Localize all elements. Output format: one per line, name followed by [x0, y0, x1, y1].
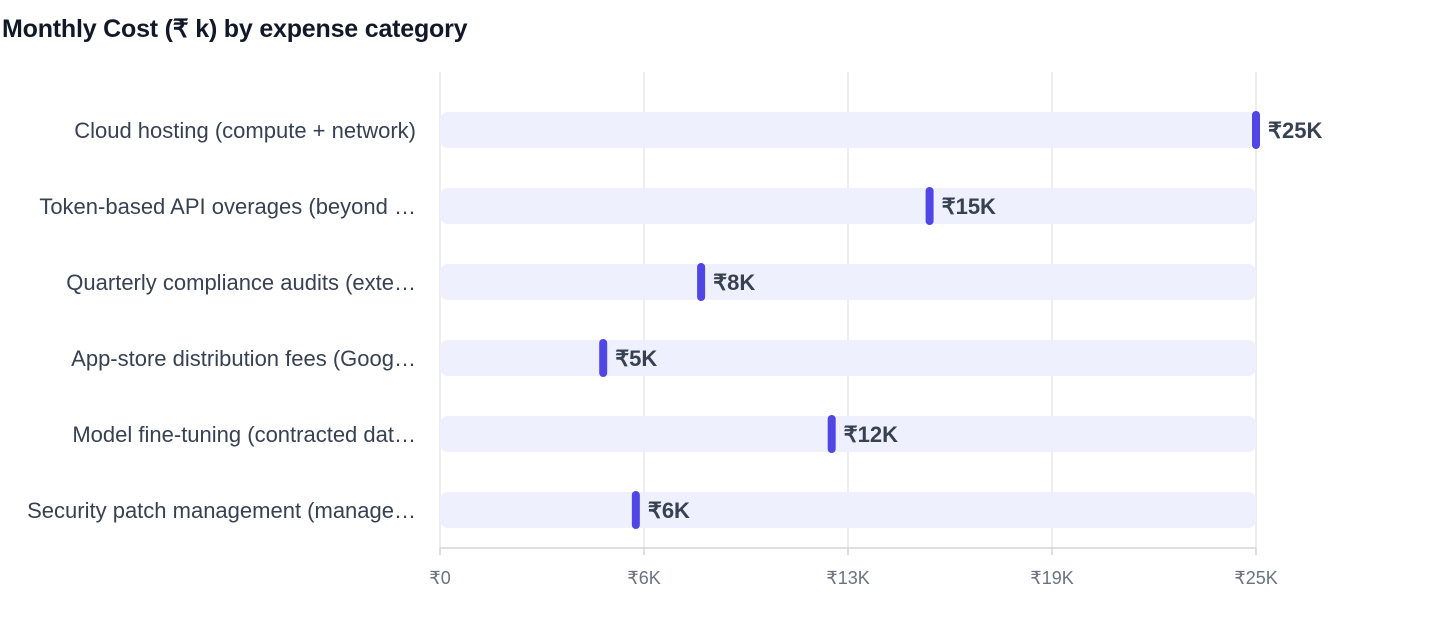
x-tick-label: ₹6K [627, 568, 660, 588]
category-label: Security patch management (manage… [27, 498, 416, 523]
category-label: Model fine-tuning (contracted dat… [72, 422, 416, 447]
grid-lines [439, 72, 1257, 548]
value-label: ₹8K [713, 270, 755, 295]
x-tick-labels: ₹0 ₹6K ₹13K ₹19K ₹25K [429, 568, 1277, 588]
category-label: Quarterly compliance audits (exte… [66, 270, 416, 295]
category-label: Cloud hosting (compute + network) [74, 118, 416, 143]
bar-track [440, 416, 1256, 452]
value-marker [1252, 111, 1260, 149]
category-label: App-store distribution fees (Goog… [71, 346, 416, 371]
bar-track [440, 112, 1256, 148]
value-marker [599, 339, 608, 377]
chart-title: Monthly Cost (₹ k) by expense category [2, 15, 468, 43]
value-label: ₹5K [615, 346, 657, 371]
x-tick-label: ₹25K [1234, 568, 1277, 588]
x-tick-label: ₹19K [1030, 568, 1073, 588]
value-markers [599, 111, 1260, 529]
value-labels: ₹25K ₹15K ₹8K ₹5K ₹12K ₹6K [615, 118, 1322, 523]
category-labels: Cloud hosting (compute + network) Token-b… [27, 118, 416, 523]
value-marker [827, 415, 836, 453]
value-label: ₹12K [844, 422, 898, 447]
x-axis [439, 547, 1257, 555]
x-tick-label: ₹13K [826, 568, 869, 588]
bar-track [440, 264, 1256, 300]
category-label: Token-based API overages (beyond … [39, 194, 416, 219]
value-label: ₹25K [1268, 118, 1322, 143]
x-tick-label: ₹0 [429, 568, 450, 588]
value-label: ₹15K [942, 194, 996, 219]
value-marker [631, 491, 640, 529]
value-label: ₹6K [648, 498, 690, 523]
value-marker [697, 263, 706, 301]
bar-tracks [440, 112, 1256, 528]
bar-track [440, 188, 1256, 224]
bar-track [440, 492, 1256, 528]
value-marker [925, 187, 934, 225]
bar-track [440, 340, 1256, 376]
